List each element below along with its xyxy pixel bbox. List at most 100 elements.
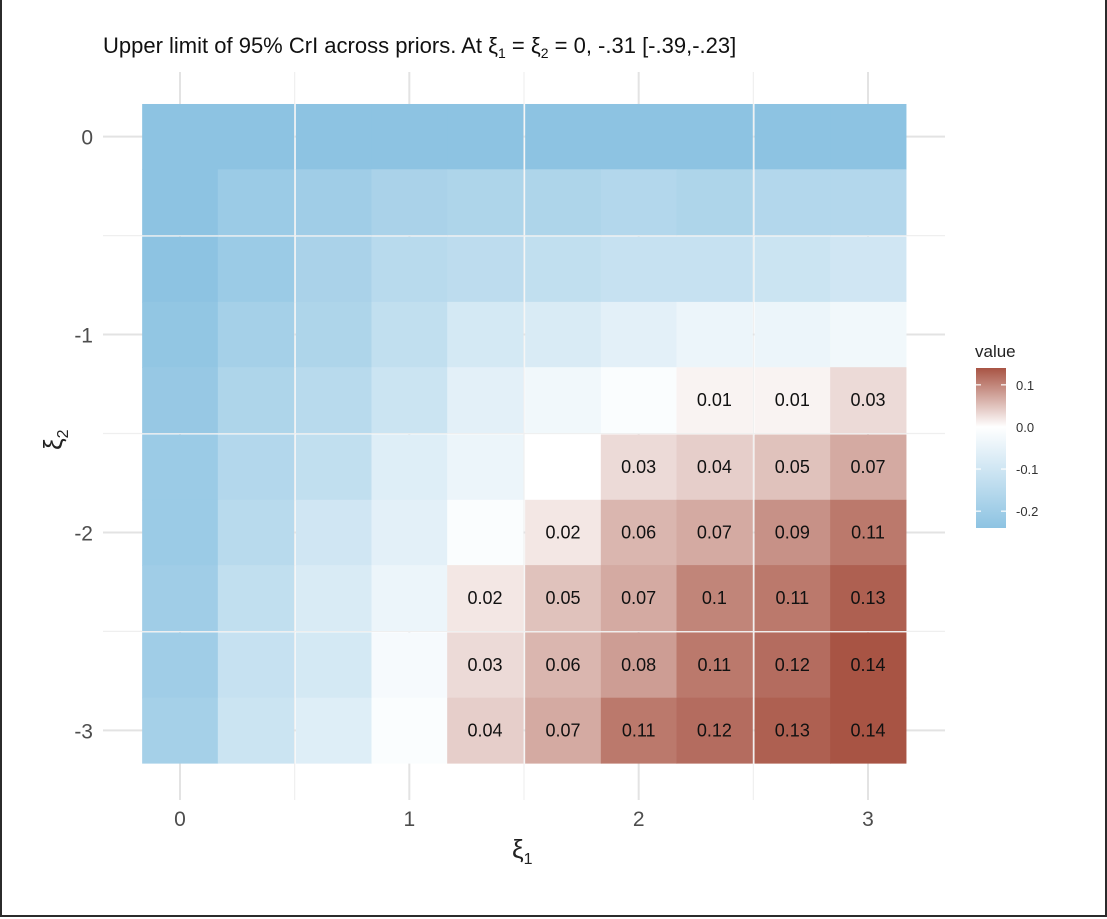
heatmap-cell: [371, 367, 448, 434]
heatmap-cell: [217, 169, 295, 236]
heatmap-cell: [830, 169, 907, 236]
heatmap-cell: [676, 565, 753, 632]
cell-value-label: 0.08: [621, 655, 656, 675]
heatmap-cell: [217, 632, 295, 699]
heatmap-cell: [754, 367, 831, 434]
heatmap-cell: [371, 103, 448, 170]
cell-value-label: 0.11: [622, 720, 656, 740]
cell-value-label: 0.12: [697, 720, 732, 740]
cell-value-label: 0.05: [775, 457, 810, 477]
legend-tick-label: -0.1: [1016, 462, 1038, 477]
cell-value-label: 0.04: [467, 720, 502, 740]
heatmap-cell: [600, 103, 678, 170]
cell-value-label: 0.12: [775, 655, 810, 675]
heatmap-cells: [142, 103, 907, 764]
heatmap-cell: [676, 499, 753, 566]
x-tick-label: 3: [862, 808, 874, 831]
cell-value-label: 0.04: [697, 457, 732, 477]
heatmap-cell: [525, 565, 602, 632]
heatmap-cell: [754, 632, 831, 699]
heatmap-cell: [217, 236, 295, 303]
heatmap-cell: [371, 565, 448, 632]
heatmap-cell: [371, 301, 448, 368]
legend-tick-label: 0.0: [1016, 420, 1034, 435]
heatmap-cell: [600, 301, 678, 368]
heatmap-cell: [830, 697, 907, 764]
heatmap-cell: [600, 434, 678, 501]
cell-value-label: 0.11: [775, 588, 809, 608]
x-tick-label: 0: [174, 808, 186, 831]
heatmap-cell: [600, 367, 678, 434]
heatmap-cell: [142, 565, 219, 632]
heatmap-cell: [754, 103, 831, 170]
heatmap-cell: [295, 367, 373, 434]
heatmap-cell: [142, 632, 219, 699]
heatmap-cell: [447, 169, 524, 236]
x-axis-title: ξ1: [512, 834, 533, 868]
y-axis-title: ξ2: [38, 429, 72, 450]
heatmap-cell: [142, 169, 219, 236]
heatmap-cell: [830, 499, 907, 566]
heatmap-cell: [676, 434, 753, 501]
heatmap-cell: [447, 565, 524, 632]
cell-value-label: 0.06: [621, 522, 656, 542]
heatmap-cell: [371, 499, 448, 566]
heatmap-cell: [217, 434, 295, 501]
heatmap-cell: [754, 236, 831, 303]
cell-value-label: 0.05: [545, 588, 580, 608]
cell-value-label: 0.02: [467, 588, 502, 608]
heatmap-cell: [447, 434, 524, 501]
heatmap-cell: [830, 367, 907, 434]
cell-value-label: 0.09: [775, 522, 810, 542]
cell-value-label: 0.13: [850, 588, 885, 608]
cell-value-label: 0.14: [850, 655, 885, 675]
heatmap-cell: [142, 697, 219, 764]
legend-colorbar: [976, 368, 1006, 528]
heatmap-cell: [525, 236, 602, 303]
heatmap-cell: [676, 632, 753, 699]
cell-value-label: 0.06: [545, 655, 580, 675]
y-tick-label: -3: [74, 720, 93, 743]
cell-value-label: 0.11: [851, 522, 885, 542]
heatmap-cell: [371, 236, 448, 303]
heatmap-cell: [217, 565, 295, 632]
heatmap-cell: [830, 301, 907, 368]
cell-value-label: 0.03: [850, 390, 885, 410]
cell-value-label: 0.14: [850, 720, 885, 740]
heatmap-cell: [600, 169, 678, 236]
heatmap-cell: [295, 697, 373, 764]
heatmap-cell: [830, 434, 907, 501]
cell-value-label: 0.13: [775, 720, 810, 740]
heatmap-cell: [754, 499, 831, 566]
cell-value-label: 0.03: [621, 457, 656, 477]
heatmap-cell: [295, 565, 373, 632]
x-tick-label: 2: [633, 808, 645, 831]
y-tick-label: -1: [74, 325, 93, 348]
cell-value-label: 0.07: [621, 588, 656, 608]
cell-value-label: 0.11: [698, 655, 732, 675]
cell-value-label: 0.03: [467, 655, 502, 675]
heatmap-cell: [830, 632, 907, 699]
heatmap-cell: [217, 103, 295, 170]
color-legend: value 0.1 0.0 -0.1 -0.2: [975, 342, 1038, 528]
heatmap-cell: [676, 697, 753, 764]
heatmap-cell: [447, 301, 524, 368]
heatmap-cell: [600, 499, 678, 566]
heatmap-cell: [525, 632, 602, 699]
heatmap-cell: [754, 565, 831, 632]
heatmap-cell: [371, 697, 448, 764]
x-tick-label: 1: [403, 808, 415, 831]
heatmap-cell: [217, 499, 295, 566]
y-tick-label: 0: [81, 127, 93, 150]
heatmap-cell: [600, 697, 678, 764]
heatmap-cell: [142, 434, 219, 501]
heatmap-cell: [447, 632, 524, 699]
heatmap-cell: [447, 103, 524, 170]
heatmap-cell: [525, 434, 602, 501]
y-axis-ticks: 0 -1 -2 -3: [74, 127, 93, 744]
heatmap-cell: [676, 169, 753, 236]
heatmap-cell: [447, 236, 524, 303]
heatmap-cell: [295, 169, 373, 236]
heatmap-cell: [830, 565, 907, 632]
heatmap-cell: [142, 103, 219, 170]
